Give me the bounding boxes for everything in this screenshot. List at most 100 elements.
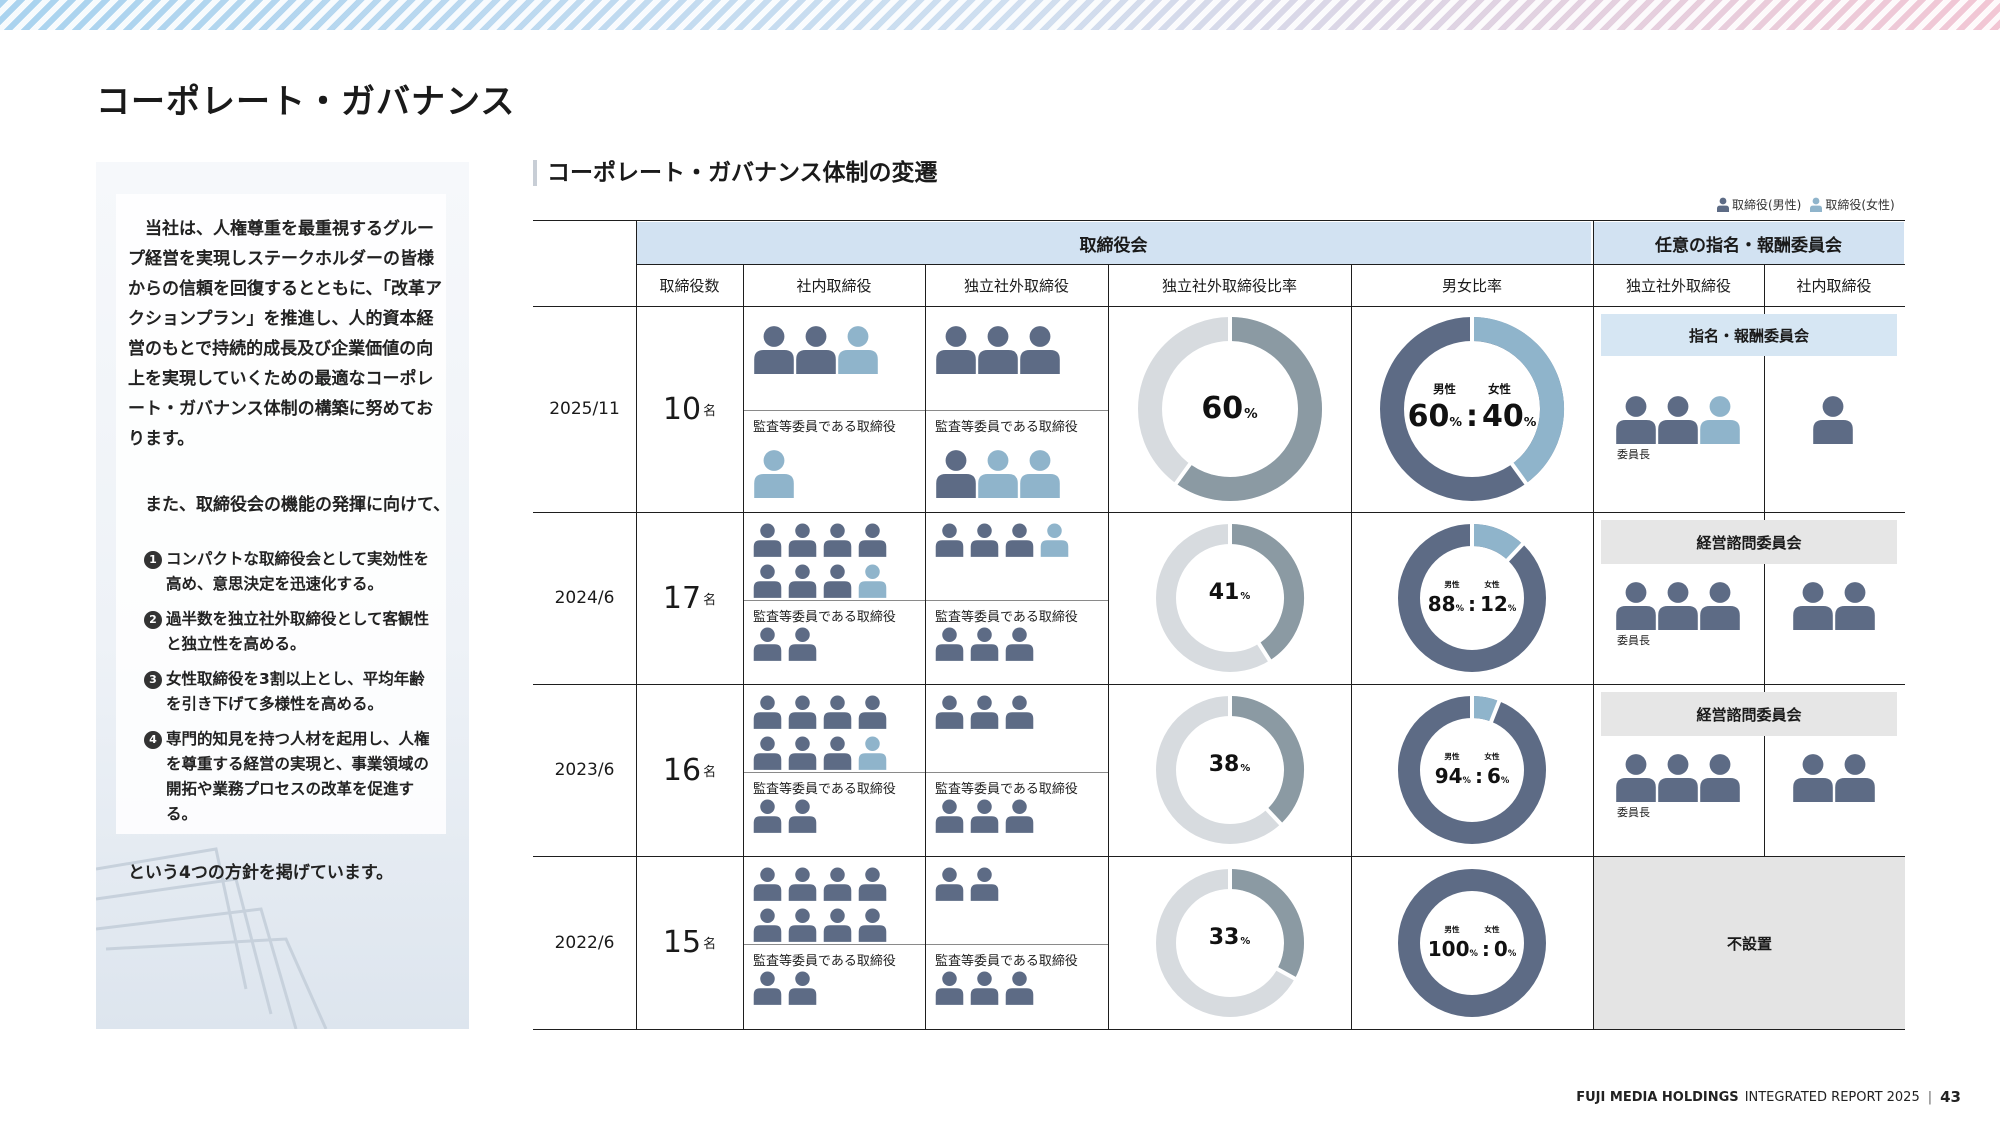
person-male-icon xyxy=(935,627,964,661)
outside-ratio-donut xyxy=(1154,867,1306,1019)
male-pct-value: 100 xyxy=(1427,936,1470,961)
side-panel-background xyxy=(96,162,469,1029)
outside-ratio-value: 60 xyxy=(1201,391,1244,426)
board-count-unit: 名 xyxy=(703,403,717,419)
person-male-icon xyxy=(1700,582,1740,630)
audit-member-label: 監査等委員である取締役 xyxy=(935,420,1078,435)
person-male-icon xyxy=(1700,754,1740,802)
committee-name-banner: 指名・報酬委員会 xyxy=(1601,314,1897,356)
person-icon-group xyxy=(935,866,1104,901)
section-title: コーポレート・ガバナンス体制の変遷 xyxy=(533,160,938,186)
header-count: 取締役数 xyxy=(659,276,720,295)
person-male-icon xyxy=(823,695,852,729)
table-rule xyxy=(533,1029,1905,1031)
person-male-icon xyxy=(935,971,964,1005)
committee-name-banner: 経営諮問委員会 xyxy=(1601,520,1897,564)
person-icon-group xyxy=(1812,394,1923,444)
outside-ratio-value: 33 xyxy=(1208,924,1240,950)
gender-values: 100%:0% xyxy=(1351,937,1593,961)
gender-values: 60%:40% xyxy=(1351,399,1593,434)
person-icon-group xyxy=(935,626,1104,661)
person-male-icon xyxy=(823,736,852,770)
outside-ratio-donut-segment xyxy=(1230,524,1304,660)
person-male-icon xyxy=(788,695,817,729)
table-rule xyxy=(636,220,638,1029)
person-male-icon xyxy=(978,326,1018,374)
female-pct-value: 40 xyxy=(1482,398,1524,434)
header-board: 取締役会 xyxy=(636,222,1591,264)
table-rule xyxy=(743,264,745,1029)
person-male-icon xyxy=(788,627,817,661)
person-male-icon xyxy=(753,564,782,598)
person-female-icon xyxy=(978,450,1018,498)
footer: FUJI MEDIA HOLDINGS INTEGRATED REPORT 20… xyxy=(1576,1088,1961,1106)
person-male-icon xyxy=(858,695,887,729)
person-male-icon xyxy=(970,799,999,833)
outside-ratio-donut-separator xyxy=(1274,966,1297,981)
person-male-icon xyxy=(1717,197,1729,212)
person-male-icon xyxy=(788,523,817,557)
person-male-icon xyxy=(753,971,782,1005)
person-male-icon xyxy=(1835,582,1875,630)
gender-ratio-label: 男性 女性 100%:0% xyxy=(1351,924,1593,961)
person-male-icon xyxy=(1835,754,1875,802)
percent-sign: % xyxy=(1449,413,1462,429)
committee-chair-label: 委員長 xyxy=(1617,634,1650,647)
person-female-icon xyxy=(1040,523,1069,557)
person-icon-group xyxy=(1615,752,1756,802)
side-outro-text: という4つの方針を掲げています。 xyxy=(128,863,394,883)
table-rule xyxy=(533,306,1905,308)
colon: : xyxy=(1481,936,1490,961)
person-male-icon xyxy=(935,799,964,833)
gender-ratio-donut-svg xyxy=(1398,868,1546,1017)
person-icon-group xyxy=(935,324,1104,374)
outside-ratio-donut-segment xyxy=(1230,868,1304,977)
gender-ratio-donut xyxy=(1396,694,1548,846)
outside-ratio-donut-separator xyxy=(1264,807,1283,827)
policy-number-badge: 1 xyxy=(144,551,162,569)
outside-ratio-donut-svg xyxy=(1155,695,1304,844)
percent-sign: % xyxy=(1500,775,1510,785)
table-rule xyxy=(636,264,1905,266)
row-date: 2024/6 xyxy=(554,588,615,608)
table-rule xyxy=(1593,220,1595,1029)
board-count-unit: 名 xyxy=(703,764,717,780)
gender-labels: 男性 女性 xyxy=(1432,751,1512,762)
percent-sign: % xyxy=(1462,775,1471,785)
audit-member-label: 監査等委員である取締役 xyxy=(753,954,896,969)
person-male-icon xyxy=(935,523,964,557)
side-sub-text: また、取締役会の機能の発揮に向けて、 xyxy=(145,495,451,515)
person-female-icon xyxy=(858,736,887,770)
person-icon-group xyxy=(1792,580,1903,630)
person-male-icon xyxy=(1005,523,1034,557)
person-male-icon xyxy=(858,523,887,557)
gender-ratio-donut-svg xyxy=(1380,316,1564,501)
gender-ratio-donut-separator xyxy=(1488,699,1502,724)
audit-member-label: 監査等委員である取締役 xyxy=(753,610,896,625)
person-male-icon xyxy=(1793,754,1833,802)
board-count-unit: 名 xyxy=(703,937,717,952)
table-rule xyxy=(1108,264,1110,1029)
person-male-icon xyxy=(1658,396,1698,444)
person-male-icon xyxy=(1616,396,1656,444)
policy-item: 3 女性取締役を3割以上とし、平均年齢を引き下げて多様性を高める。 xyxy=(144,667,434,717)
percent-sign: % xyxy=(1240,763,1251,774)
outside-ratio-donut xyxy=(1136,315,1324,503)
audit-member-label: 監査等委員である取締役 xyxy=(935,782,1078,797)
male-label: 男性 xyxy=(1433,381,1456,396)
policy-number-badge: 2 xyxy=(144,611,162,629)
person-male-icon xyxy=(1616,582,1656,630)
female-label: 女性 xyxy=(1488,381,1511,396)
person-female-icon xyxy=(858,564,887,598)
policy-item: 1 コンパクトな取締役会として実効性を高め、意思決定を迅速化する。 xyxy=(144,547,434,597)
person-male-icon xyxy=(753,523,782,557)
female-pct-value: 0 xyxy=(1493,936,1508,961)
percent-sign: % xyxy=(1240,935,1251,947)
person-male-icon xyxy=(823,523,852,557)
board-count-value: 17 xyxy=(662,580,702,616)
outside-ratio-label: 60% xyxy=(1108,391,1351,427)
percent-sign: % xyxy=(1455,603,1464,613)
person-female-icon xyxy=(754,450,794,498)
person-male-icon xyxy=(788,564,817,598)
board-count-value: 15 xyxy=(662,925,702,960)
